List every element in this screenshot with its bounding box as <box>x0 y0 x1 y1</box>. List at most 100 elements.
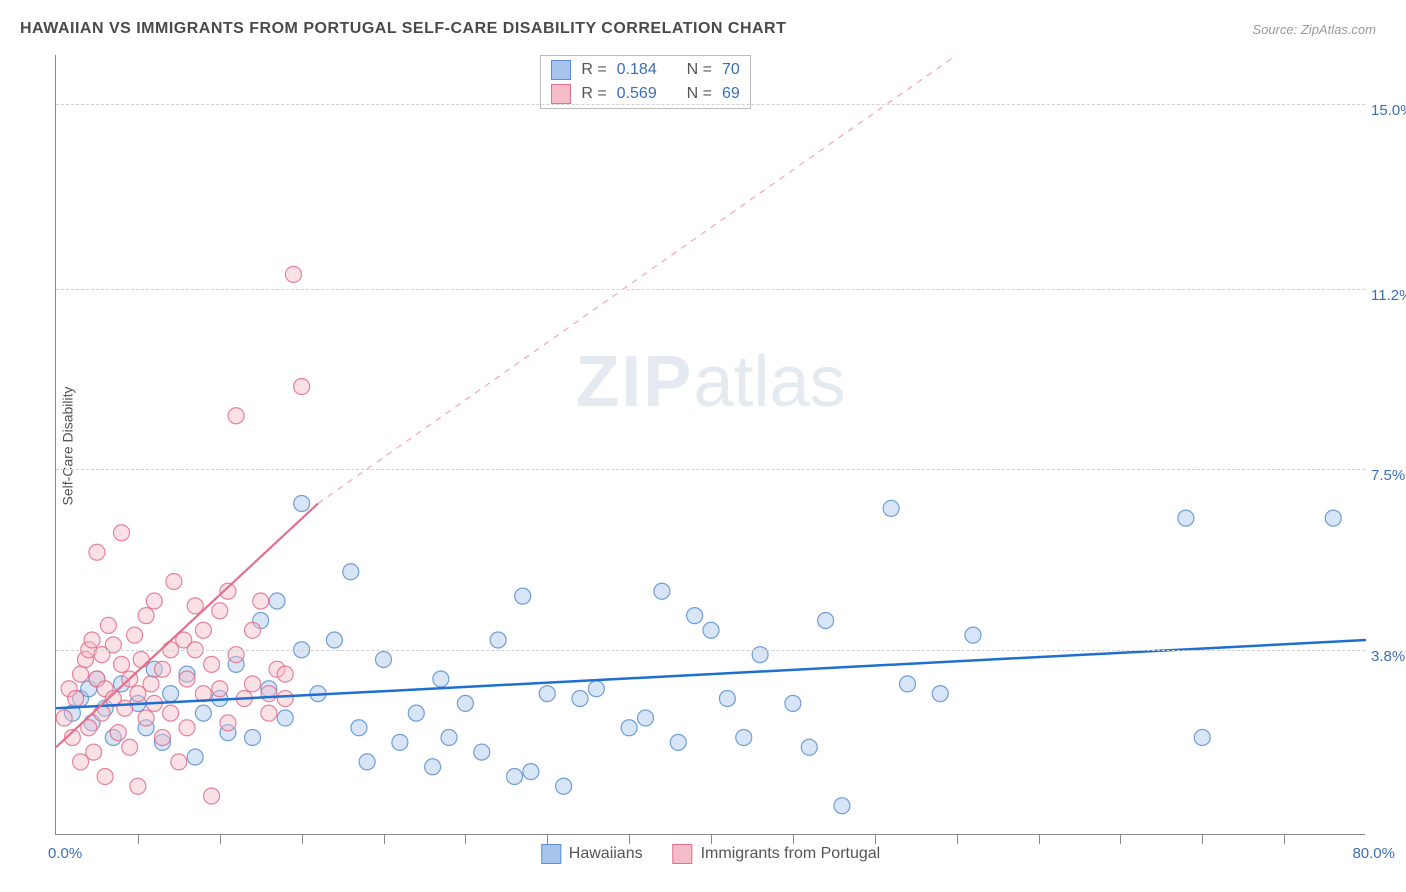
scatter-point <box>834 798 850 814</box>
scatter-point <box>100 617 116 633</box>
scatter-point <box>670 734 686 750</box>
x-tick <box>1039 834 1040 844</box>
scatter-point <box>138 710 154 726</box>
scatter-point <box>269 593 285 609</box>
x-tick <box>302 834 303 844</box>
scatter-point <box>277 710 293 726</box>
scatter-point <box>965 627 981 643</box>
legend-item: Hawaiians <box>541 844 643 864</box>
scatter-point <box>359 754 375 770</box>
scatter-point <box>179 671 195 687</box>
correlation-stats-box: R =0.184N =70R =0.569N =69 <box>540 55 750 109</box>
grid-line <box>56 469 1365 470</box>
legend-swatch <box>551 60 571 80</box>
scatter-point <box>285 266 301 282</box>
scatter-point <box>73 666 89 682</box>
scatter-point <box>245 676 261 692</box>
source-attribution: Source: ZipAtlas.com <box>1252 22 1376 37</box>
scatter-point <box>343 564 359 580</box>
scatter-point <box>171 754 187 770</box>
scatter-plot: ZIPatlas R =0.184N =70R =0.569N =69 0.0%… <box>55 55 1365 835</box>
stats-row: R =0.184N =70 <box>551 58 739 82</box>
x-tick <box>957 834 958 844</box>
scatter-point <box>621 720 637 736</box>
x-tick <box>220 834 221 844</box>
scatter-point <box>277 666 293 682</box>
scatter-point <box>294 496 310 512</box>
scatter-point <box>89 544 105 560</box>
legend-swatch <box>541 844 561 864</box>
scatter-point <box>294 379 310 395</box>
scatter-point <box>86 744 102 760</box>
scatter-point <box>785 695 801 711</box>
legend-item: Immigrants from Portugal <box>673 844 881 864</box>
scatter-point <box>146 593 162 609</box>
r-label: R = <box>581 85 606 103</box>
scatter-point <box>818 613 834 629</box>
scatter-point <box>654 583 670 599</box>
scatter-point <box>490 632 506 648</box>
scatter-point <box>719 691 735 707</box>
source-name: ZipAtlas.com <box>1301 22 1376 37</box>
x-tick <box>629 834 630 844</box>
scatter-point <box>1178 510 1194 526</box>
scatter-point <box>326 632 342 648</box>
scatter-point <box>277 691 293 707</box>
scatter-point <box>351 720 367 736</box>
x-axis-max-label: 80.0% <box>1352 845 1395 862</box>
scatter-point <box>56 710 72 726</box>
scatter-point <box>556 778 572 794</box>
scatter-point <box>154 730 170 746</box>
legend-swatch <box>551 84 571 104</box>
scatter-point <box>515 588 531 604</box>
scatter-point <box>523 764 539 780</box>
scatter-point <box>122 739 138 755</box>
scatter-point <box>441 730 457 746</box>
grid-line <box>56 650 1365 651</box>
scatter-point <box>457 695 473 711</box>
scatter-point <box>127 627 143 643</box>
scatter-point <box>253 593 269 609</box>
legend-label: Immigrants from Portugal <box>701 845 881 863</box>
legend-swatch <box>673 844 693 864</box>
scatter-point <box>539 686 555 702</box>
y-tick-label: 3.8% <box>1371 648 1406 665</box>
scatter-point <box>97 769 113 785</box>
x-tick <box>711 834 712 844</box>
x-tick <box>1284 834 1285 844</box>
scatter-point <box>433 671 449 687</box>
scatter-point <box>212 681 228 697</box>
scatter-point <box>376 652 392 668</box>
scatter-point <box>228 408 244 424</box>
scatter-point <box>588 681 604 697</box>
scatter-point <box>114 656 130 672</box>
scatter-point <box>638 710 654 726</box>
x-tick <box>875 834 876 844</box>
scatter-point <box>195 705 211 721</box>
n-value: 70 <box>722 61 740 79</box>
scatter-point <box>687 608 703 624</box>
x-tick <box>138 834 139 844</box>
n-label: N = <box>687 61 712 79</box>
scatter-point <box>138 608 154 624</box>
scatter-point <box>883 500 899 516</box>
scatter-point <box>425 759 441 775</box>
legend-label: Hawaiians <box>569 845 643 863</box>
scatter-point <box>204 656 220 672</box>
scatter-point <box>163 686 179 702</box>
series-legend: Hawaiians Immigrants from Portugal <box>541 844 880 864</box>
y-tick-label: 15.0% <box>1371 102 1406 119</box>
scatter-point <box>166 574 182 590</box>
x-tick <box>547 834 548 844</box>
y-tick-label: 7.5% <box>1371 467 1406 484</box>
source-label: Source: <box>1252 22 1297 37</box>
scatter-point <box>932 686 948 702</box>
x-axis-min-label: 0.0% <box>48 845 82 862</box>
scatter-point <box>220 715 236 731</box>
chart-title: HAWAIIAN VS IMMIGRANTS FROM PORTUGAL SEL… <box>20 20 786 38</box>
scatter-point <box>110 725 126 741</box>
scatter-point <box>474 744 490 760</box>
x-tick <box>793 834 794 844</box>
scatter-point <box>154 661 170 677</box>
trend-line-extension <box>318 55 957 504</box>
